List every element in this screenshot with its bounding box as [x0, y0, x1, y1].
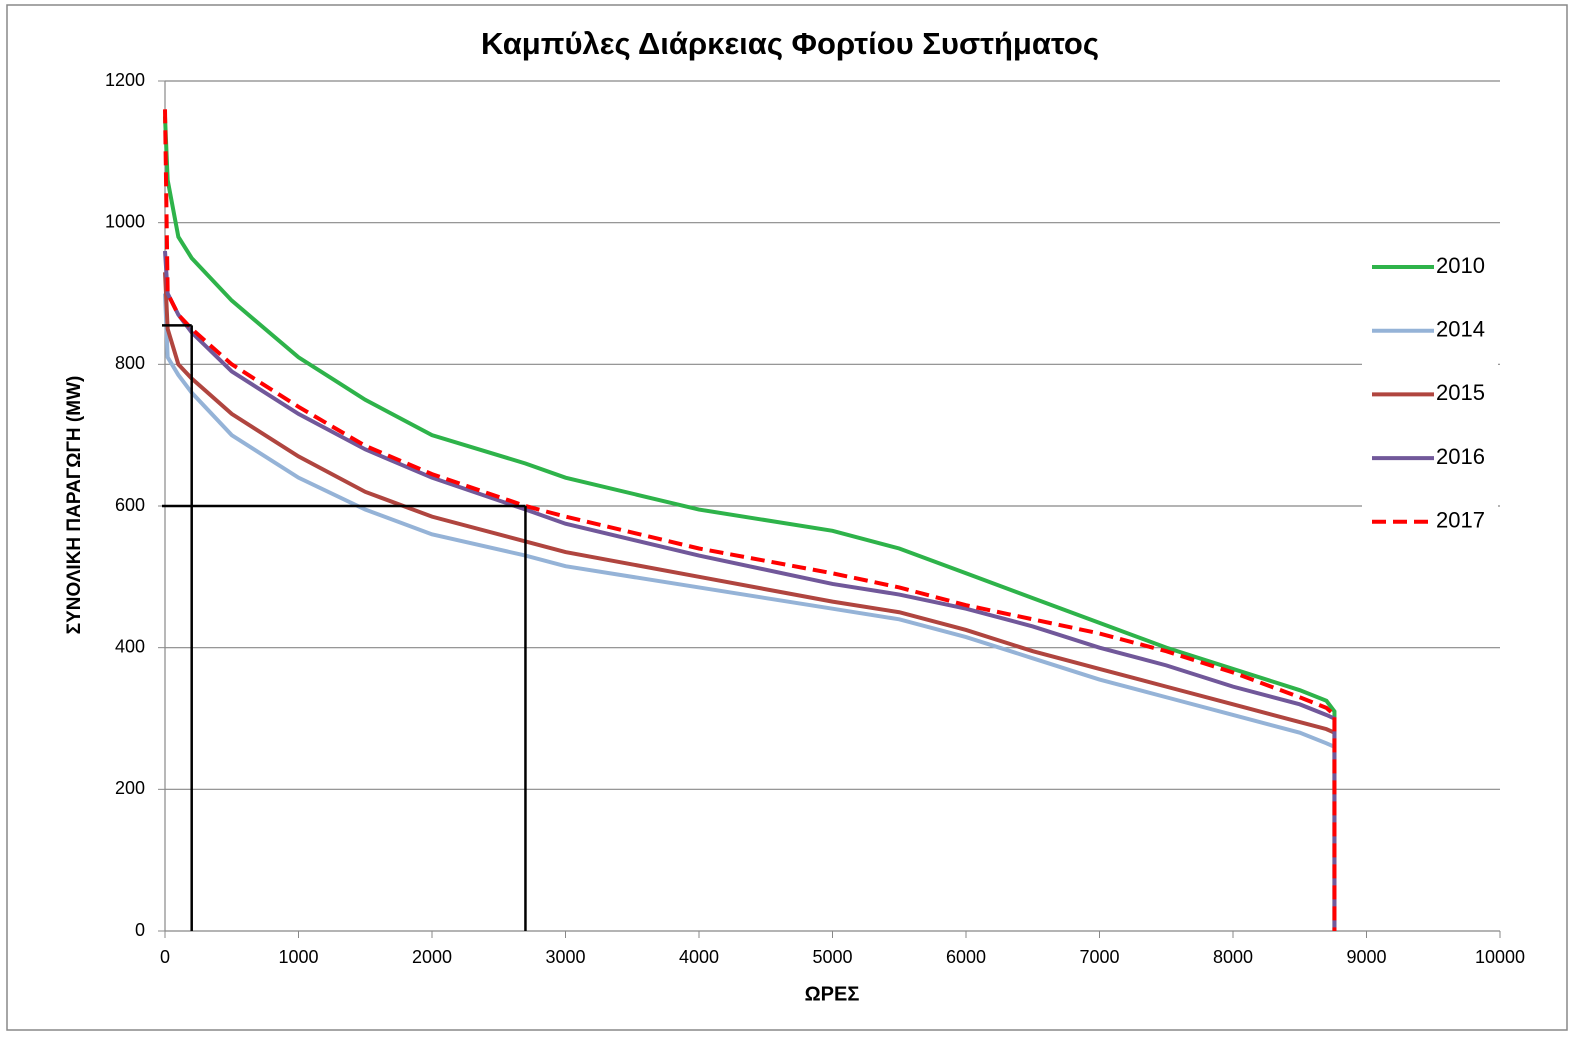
x-tick-label: 3000: [545, 947, 585, 967]
legend-label: 2010: [1436, 253, 1485, 278]
x-axis-label: ΩΡΕΣ: [805, 983, 860, 1005]
legend-label: 2014: [1436, 317, 1485, 342]
x-tick-label: 1000: [278, 947, 318, 967]
y-tick-label: 600: [115, 495, 145, 515]
legend-label: 2016: [1436, 444, 1485, 469]
x-tick-label: 5000: [812, 947, 852, 967]
x-tick-label: 2000: [412, 947, 452, 967]
legend-box: [1362, 236, 1498, 546]
y-tick-label: 200: [115, 778, 145, 798]
chart-frame: [6, 4, 1568, 1031]
series-line: [163, 116, 1337, 931]
series-line: [163, 293, 1337, 931]
x-tick-label: 10000: [1475, 947, 1525, 967]
x-tick-label: 0: [160, 947, 170, 967]
y-axis-label: ΣΥΝΟΛΙΚΗ ΠΑΡΑΓΩΓΗ (MW): [64, 376, 85, 635]
y-tick-label: 800: [115, 353, 145, 373]
legend-label: 2017: [1436, 508, 1485, 533]
x-tick-label: 6000: [946, 947, 986, 967]
y-tick-label: 1000: [105, 211, 145, 231]
legend-label: 2015: [1436, 380, 1485, 405]
series-line: [163, 250, 1337, 931]
x-tick-label: 7000: [1079, 947, 1119, 967]
y-tick-label: 400: [115, 636, 145, 656]
series-line: [163, 109, 1337, 931]
x-tick-label: 4000: [679, 947, 719, 967]
y-tick-label: 0: [135, 920, 145, 940]
series-line: [163, 272, 1337, 931]
x-tick-label: 8000: [1213, 947, 1253, 967]
chart-title: Καμπύλες Διάρκειας Φορτίου Συστήματος: [481, 26, 1099, 61]
y-tick-label: 1200: [105, 70, 145, 90]
x-tick-label: 9000: [1346, 947, 1386, 967]
